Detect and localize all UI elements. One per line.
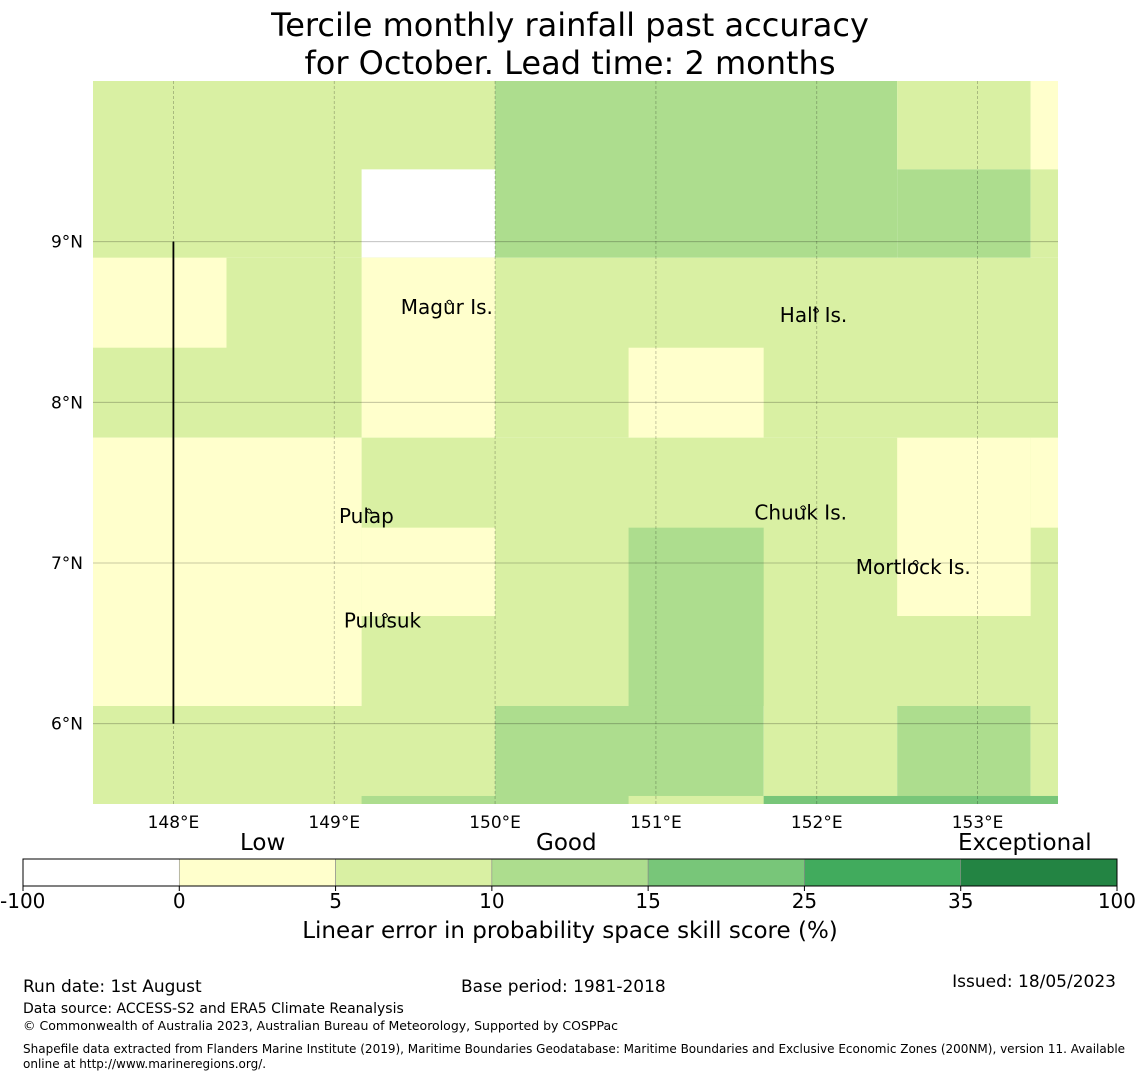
shapefile-credit-line-1: Shapefile data extracted from Flanders M…	[23, 1042, 1126, 1056]
island-outline	[381, 613, 389, 619]
chart-title: Tercile monthly rainfall past accuracy f…	[0, 6, 1140, 82]
heatmap-cell	[897, 705, 1031, 804]
run-date: Run date: 1st August	[23, 977, 202, 997]
heatmap-cell	[1030, 169, 1058, 258]
shapefile-credit: Shapefile data extracted from Flanders M…	[23, 1042, 1125, 1072]
x-tick-label: 148°E	[148, 813, 200, 833]
heatmap-cell	[763, 705, 898, 804]
y-tick-label: 9°N	[51, 233, 83, 253]
heatmap-cell	[628, 527, 764, 706]
heatmap-cell	[93, 257, 1058, 438]
colorbar-tick-label: 0	[173, 889, 186, 913]
chart-title-line-1: Tercile monthly rainfall past accuracy	[271, 6, 869, 44]
heatmap-cell	[763, 795, 1058, 804]
island-label: Chuuk Is.	[754, 501, 847, 525]
colorbar-label: Linear error in probability space skill …	[302, 918, 838, 944]
heatmap-cell	[361, 169, 496, 258]
colorbar-segment	[804, 858, 962, 887]
shapefile-credit-line-2: online at http://www.marineregions.org/.	[23, 1057, 267, 1071]
copyright: © Commonwealth of Australia 2023, Austra…	[23, 1018, 618, 1033]
island-outline	[446, 299, 453, 305]
heatmap-cell	[628, 347, 764, 438]
colorbar-segment	[491, 858, 649, 887]
heatmap-cell	[495, 81, 898, 258]
colorbar-tick-label: 100	[1098, 889, 1136, 913]
colorbar-tick-label: 35	[948, 889, 973, 913]
heatmap-cell	[1030, 437, 1058, 528]
colorbar-segment	[960, 858, 1118, 887]
colorbar-segment	[647, 858, 805, 887]
chart-title-line-2: for October. Lead time: 2 months	[304, 44, 836, 82]
heatmap-cell	[628, 795, 764, 804]
island-outline	[365, 508, 372, 514]
island-outline	[800, 505, 807, 511]
heatmap-cell	[361, 527, 496, 617]
colorbar-tick-label: -100	[0, 889, 45, 913]
colorbar-frame	[22, 858, 1118, 887]
data-source: Data source: ACCESS-S2 and ERA5 Climate …	[23, 1001, 404, 1017]
heatmap-cell	[495, 705, 764, 804]
base-period: Base period: 1981-2018	[461, 977, 666, 997]
island-label: Pulusuk	[344, 608, 422, 632]
heatmap-cell	[1030, 81, 1058, 170]
x-tick-label: 152°E	[791, 813, 843, 833]
colorbar-segment	[178, 858, 336, 887]
heatmap-cell	[361, 795, 629, 804]
island-outline	[912, 559, 919, 566]
heatmap-cell	[1030, 705, 1058, 804]
island-label: Hall Is.	[780, 303, 847, 327]
colorbar-segment	[335, 858, 493, 887]
x-tick-label: 149°E	[308, 813, 360, 833]
heatmap-cell	[897, 169, 1031, 258]
x-tick-label: 153°E	[952, 813, 1004, 833]
heatmap-cell	[897, 81, 1031, 170]
island-label: Pulap	[339, 504, 394, 528]
colorbar-segment	[22, 858, 180, 887]
island-label: Mortlock Is.	[856, 555, 971, 579]
heatmap-cell	[93, 257, 227, 348]
colorbar-tick-label: 10	[479, 889, 504, 913]
island-outline	[812, 307, 820, 313]
colorbar-category-good: Good	[536, 830, 597, 856]
heatmap-cell	[897, 437, 1031, 617]
heatmap-cell	[93, 705, 496, 804]
x-tick-label: 151°E	[630, 813, 682, 833]
heatmap-cell	[361, 257, 496, 438]
island-label: Magur Is.	[401, 295, 493, 319]
heatmap-cell	[93, 437, 362, 706]
map-chart: 148°E 149°E 150°E 151°E 152°E 153°E 6°N 7°N 8°N 9…	[0, 81, 1136, 913]
colorbar-category-exceptional: Exceptional	[958, 830, 1092, 856]
issued-date: Issued: 18/05/2023	[952, 972, 1116, 992]
y-tick-label: 8°N	[51, 393, 83, 413]
colorbar-tick-label: 25	[792, 889, 817, 913]
y-tick-label: 7°N	[51, 554, 83, 574]
y-tick-label: 6°N	[51, 715, 83, 735]
colorbar-tick-label: 15	[635, 889, 660, 913]
colorbar-tick-label: 5	[329, 889, 342, 913]
x-tick-label: 150°E	[469, 813, 521, 833]
colorbar-category-low: Low	[240, 830, 286, 856]
